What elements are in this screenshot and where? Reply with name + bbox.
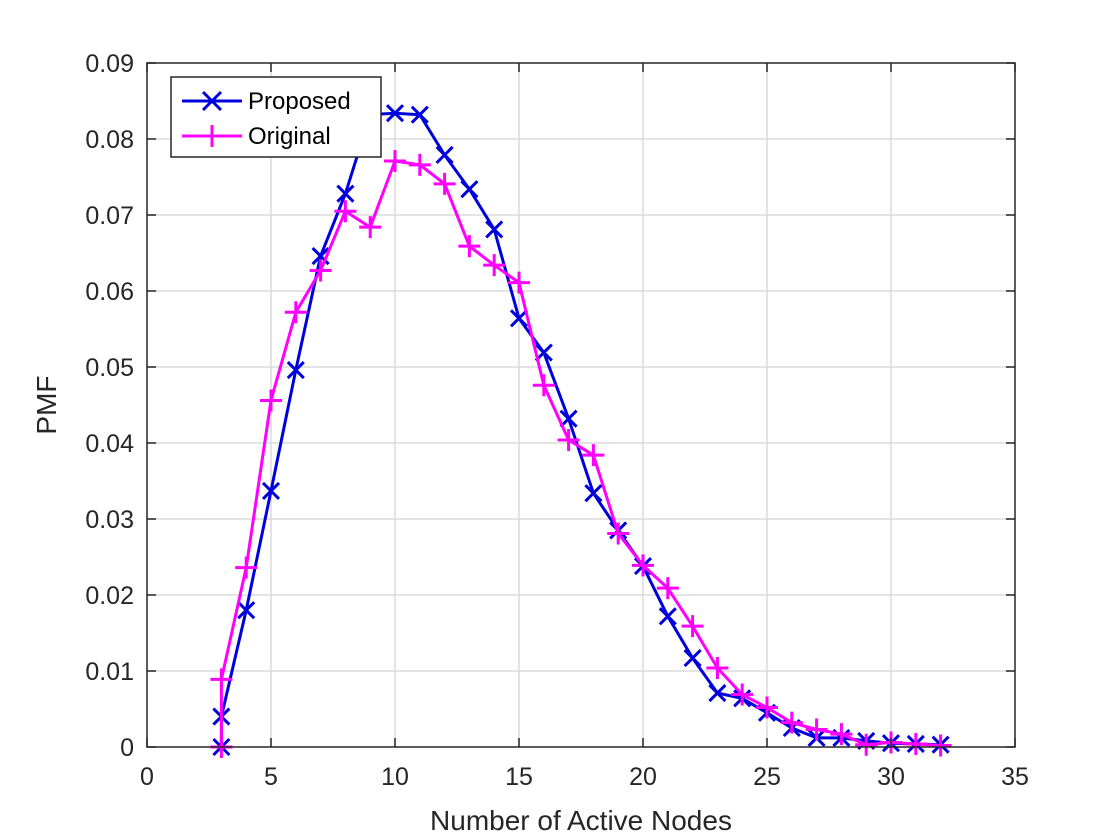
y-tick-label: 0.01 <box>85 658 134 686</box>
data-point-proposed <box>286 360 305 380</box>
data-point-original <box>656 577 679 600</box>
y-tick-label: 0.04 <box>85 430 134 458</box>
data-point-original <box>607 522 630 545</box>
grid-lines <box>147 63 1015 747</box>
data-point-original <box>433 172 456 195</box>
x-tick-label: 5 <box>264 763 278 791</box>
data-point-original <box>309 259 332 282</box>
legend-marker-original <box>201 125 223 147</box>
data-point-original <box>855 733 878 756</box>
data-point-proposed <box>336 184 355 203</box>
data-point-proposed <box>708 683 727 703</box>
data-point-original <box>235 556 258 579</box>
data-point-original <box>582 444 605 467</box>
x-tick-label: 25 <box>753 763 781 791</box>
data-point-original <box>731 683 754 706</box>
data-point-original <box>830 723 853 746</box>
data-point-original <box>805 718 828 741</box>
data-point-proposed <box>435 145 454 165</box>
data-point-original <box>334 200 357 223</box>
data-point-proposed <box>485 220 504 239</box>
data-point-original <box>408 153 431 176</box>
x-tick-label: 20 <box>629 763 657 791</box>
y-tick-label: 0 <box>120 734 134 762</box>
y-tick-label: 0.03 <box>85 506 134 534</box>
data-point-original <box>929 734 952 757</box>
x-tick-label: 0 <box>140 763 154 791</box>
data-point-original <box>904 732 927 755</box>
legend-entry-proposed: Proposed <box>182 88 351 115</box>
legend-label-original: Original <box>248 123 331 150</box>
data-point-original <box>557 428 580 451</box>
legend-box <box>170 76 382 158</box>
data-point-original <box>681 615 704 638</box>
legend-marker-proposed <box>201 90 223 112</box>
y-tick-label: 0.08 <box>85 126 134 154</box>
x-tick-label: 35 <box>1001 763 1029 791</box>
y-tick-label: 0.09 <box>85 50 134 78</box>
data-point-proposed <box>410 105 429 124</box>
data-point-original <box>210 668 233 691</box>
data-point-original <box>706 656 729 679</box>
data-point-original <box>359 216 382 239</box>
data-point-original <box>632 554 654 577</box>
axes-box <box>146 62 1016 748</box>
legend: Proposed Original <box>170 76 382 158</box>
x-tick-label: 30 <box>877 763 905 791</box>
data-point-proposed <box>584 484 603 503</box>
y-tick-label: 0.06 <box>85 278 134 306</box>
axis-ticks: 0 5 10 15 20 25 30 35 0 0.01 0.02 0.03 0.04 0.05 0.06 0… <box>85 50 1029 791</box>
data-point-original <box>458 235 481 258</box>
legend-label-proposed: Proposed <box>248 88 351 115</box>
plot-area <box>147 63 1015 747</box>
y-axis-title: PMF <box>31 375 62 434</box>
data-point-proposed <box>460 180 479 199</box>
y-tick-label: 0.07 <box>85 202 134 230</box>
data-point-original <box>384 150 406 173</box>
x-axis-title: Number of Active Nodes <box>430 805 732 836</box>
data-point-proposed <box>559 409 578 428</box>
data-point-original <box>260 389 282 412</box>
data-point-original <box>483 254 506 277</box>
data-point-proposed <box>261 481 281 500</box>
x-tick-label: 15 <box>505 763 533 791</box>
data-point-proposed <box>683 649 702 668</box>
x-tick-label: 10 <box>381 763 409 791</box>
data-point-original <box>532 374 555 397</box>
data-point-proposed <box>237 601 256 620</box>
data-point-proposed <box>509 309 529 328</box>
data-point-original <box>284 301 307 324</box>
y-tick-label: 0.05 <box>85 354 134 382</box>
legend-entry-original: Original <box>182 123 331 150</box>
data-point-original <box>756 696 778 719</box>
data-point-original <box>508 271 530 294</box>
y-tick-label: 0.02 <box>85 582 134 610</box>
data-point-original <box>780 711 803 734</box>
data-point-proposed <box>385 104 405 123</box>
data-point-proposed <box>658 607 677 626</box>
